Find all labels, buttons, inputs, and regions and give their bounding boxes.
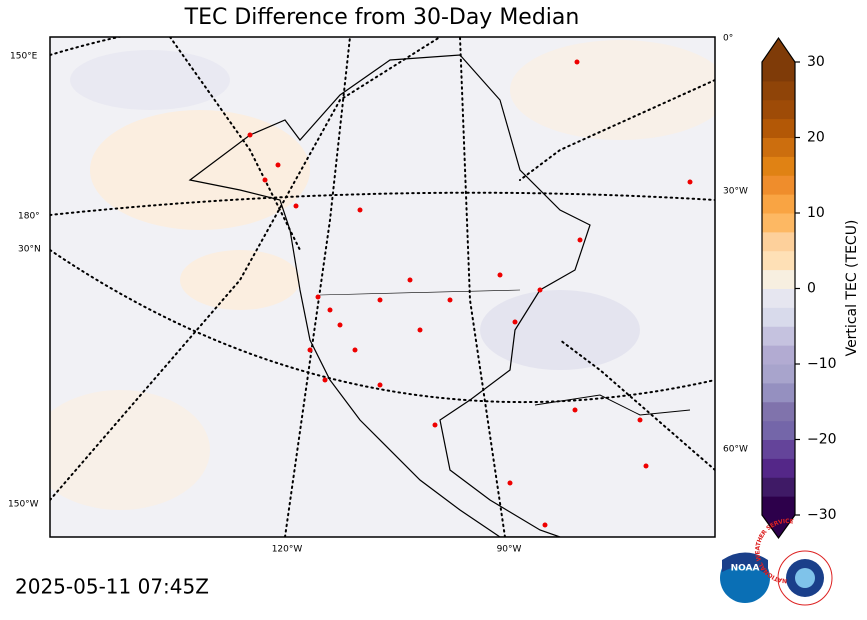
graticule-label: 90°W (497, 545, 522, 555)
graticule-label: 150°E (10, 52, 38, 62)
graticule-label: 120°W (272, 545, 303, 555)
colorbar-tick-label: −30 (807, 507, 837, 523)
colorbar-band (762, 156, 795, 176)
noaa-text: NOAA (731, 564, 760, 574)
colorbar-tick-label: 10 (807, 205, 825, 221)
colorbar-band (762, 269, 795, 289)
colorbar-band (762, 99, 795, 120)
graticule-label: 30°N (18, 245, 41, 255)
colorbar-band (762, 345, 795, 365)
colorbar-band (762, 420, 795, 440)
timestamp: 2025-05-11 07:45Z (15, 575, 209, 599)
colorbar: −30 −20 −10 0 10 20 30 (761, 36, 837, 540)
graticule-label: 60°W (723, 445, 748, 455)
colorbar-tick-label: −10 (807, 356, 837, 372)
noaa-logo: NOAA (720, 552, 770, 603)
colorbar-band (762, 231, 795, 252)
colorbar-tick-label: 20 (807, 130, 825, 146)
colorbar-band (762, 364, 795, 384)
colorbar-band (762, 326, 795, 346)
colorbar-band (762, 118, 795, 138)
colorbar-band (762, 477, 795, 497)
map-frame (49, 36, 716, 538)
graticule-label: 150°W (8, 500, 39, 510)
colorbar-band (762, 175, 795, 195)
colorbar-band (762, 401, 795, 422)
graticule-label: 180° (18, 212, 40, 222)
colorbar-band (762, 250, 795, 271)
colorbar-band (762, 439, 795, 459)
colorbar-band (762, 213, 795, 233)
colorbar-band (762, 288, 795, 308)
title: TEC Difference from 30-Day Median (184, 5, 580, 30)
stations (247, 59, 693, 528)
colorbar-band (762, 194, 795, 214)
colorbar-extend-top (762, 38, 795, 62)
graticule-label: 30°W (723, 187, 748, 197)
graticule-label: 0° (723, 34, 733, 44)
colorbar-band (762, 382, 795, 403)
colorbar-extend-bottom (762, 515, 795, 538)
colorbar-tick-label: 0 (807, 281, 816, 297)
colorbar-tick-label: 30 (807, 54, 825, 70)
colorbar-band (762, 80, 795, 101)
colorbar-band (762, 137, 795, 157)
map (50, 37, 715, 537)
colorbar-band (762, 307, 795, 327)
colorbar-label: Vertical TEC (TECU) (844, 220, 860, 357)
colorbar-band (762, 62, 795, 82)
colorbar-band (762, 458, 795, 478)
colorbar-tick-label: −20 (807, 432, 837, 448)
colorbar-band (762, 496, 795, 516)
